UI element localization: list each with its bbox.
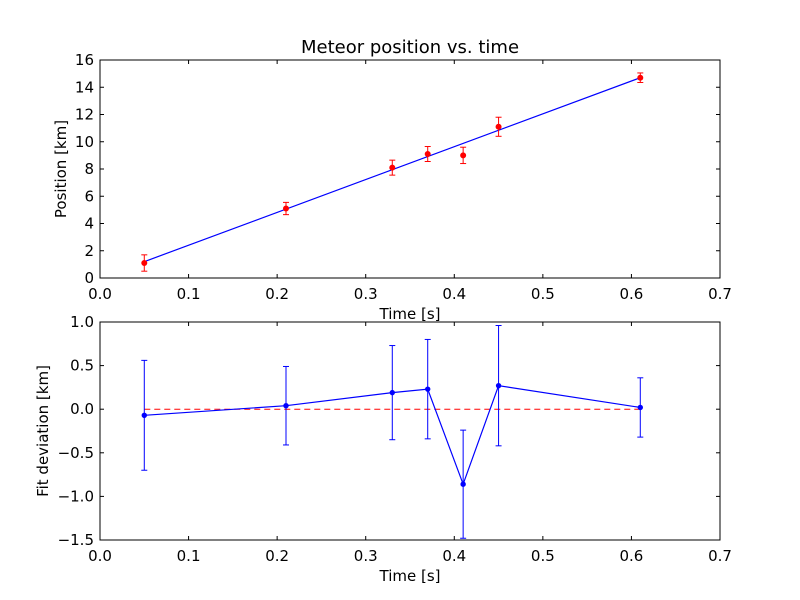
y-tick-label: 12 xyxy=(75,106,94,124)
deviation-point xyxy=(425,386,431,392)
y-tick-label: 2 xyxy=(84,242,94,260)
y-tick-label: −1.0 xyxy=(58,487,94,505)
measurement-point xyxy=(460,152,467,159)
x-tick-label: 0.5 xyxy=(531,547,555,565)
deviation-x-ticks: 0.0 0.1 0.2 0.3 0.4 0.5 0.6 0.7 xyxy=(88,322,732,565)
x-tick-label: 0.2 xyxy=(265,285,289,303)
x-tick-label: 0.2 xyxy=(265,547,289,565)
position-y-axis-label: Position [km] xyxy=(52,120,70,218)
measurement-point xyxy=(495,123,502,130)
position-x-ticks: 0.0 0.1 0.2 0.3 0.4 0.5 0.6 0.7 xyxy=(88,60,732,303)
measurement-point xyxy=(389,164,396,171)
measurement-point xyxy=(283,205,289,212)
position-x-axis-label: Time [s] xyxy=(379,305,441,323)
measurement-point xyxy=(424,151,431,158)
x-tick-label: 0.0 xyxy=(88,547,112,565)
y-tick-label: 16 xyxy=(75,51,94,69)
y-tick-label: 4 xyxy=(84,215,94,233)
x-tick-label: 0.0 xyxy=(88,285,112,303)
x-tick-label: 0.4 xyxy=(442,285,466,303)
x-tick-label: 0.4 xyxy=(442,547,466,565)
y-tick-label: −1.5 xyxy=(58,531,94,549)
deviation-point xyxy=(141,412,147,419)
deviation-point xyxy=(637,404,643,411)
position-chart: Meteor position vs. time 0.0 0.1 0.2 0.3 0.4… xyxy=(52,37,732,323)
x-tick-label: 0.1 xyxy=(177,285,201,303)
x-tick-label: 0.7 xyxy=(708,285,732,303)
x-tick-label: 0.1 xyxy=(177,547,201,565)
x-tick-label: 0.7 xyxy=(708,547,732,565)
deviation-y-ticks: −1.5 −1.0 −0.5 0.0 0.5 1.0 xyxy=(58,313,720,549)
y-tick-label: 0 xyxy=(84,269,94,287)
position-chart-title: Meteor position vs. time xyxy=(301,37,519,58)
x-tick-label: 0.3 xyxy=(354,547,378,565)
x-tick-label: 0.5 xyxy=(531,285,555,303)
y-tick-label: 6 xyxy=(84,187,94,205)
deviation-point xyxy=(283,403,289,409)
y-tick-label: 10 xyxy=(75,133,94,151)
deviation-point xyxy=(495,382,502,389)
deviation-marks xyxy=(141,324,644,539)
deviation-point xyxy=(389,389,395,396)
measurement-point xyxy=(141,260,148,267)
position-marks xyxy=(141,72,644,272)
deviation-point xyxy=(460,481,466,487)
deviation-chart: 0.0 0.1 0.2 0.3 0.4 0.5 0.6 0.7 −1.5−1.0−0.50.0… xyxy=(34,313,732,585)
deviation-plot-area xyxy=(99,321,721,541)
y-tick-label: 1.0 xyxy=(70,313,94,331)
measurement-point xyxy=(637,74,644,81)
x-tick-label: 0.6 xyxy=(619,547,643,565)
y-tick-label: 14 xyxy=(75,78,94,96)
x-tick-label: 0.6 xyxy=(619,285,643,303)
x-tick-label: 0.3 xyxy=(354,285,378,303)
position-y-ticks: 0 2 4 6 8 10 12 14 16 xyxy=(75,51,720,287)
y-tick-label: 0.0 xyxy=(70,400,94,418)
y-tick-label: 0.5 xyxy=(70,357,94,375)
deviation-y-axis-label: Fit deviation [km] xyxy=(34,365,52,497)
y-tick-label: −0.5 xyxy=(58,444,94,462)
y-tick-label: 8 xyxy=(84,160,94,178)
deviation-x-axis-label: Time [s] xyxy=(379,567,441,585)
